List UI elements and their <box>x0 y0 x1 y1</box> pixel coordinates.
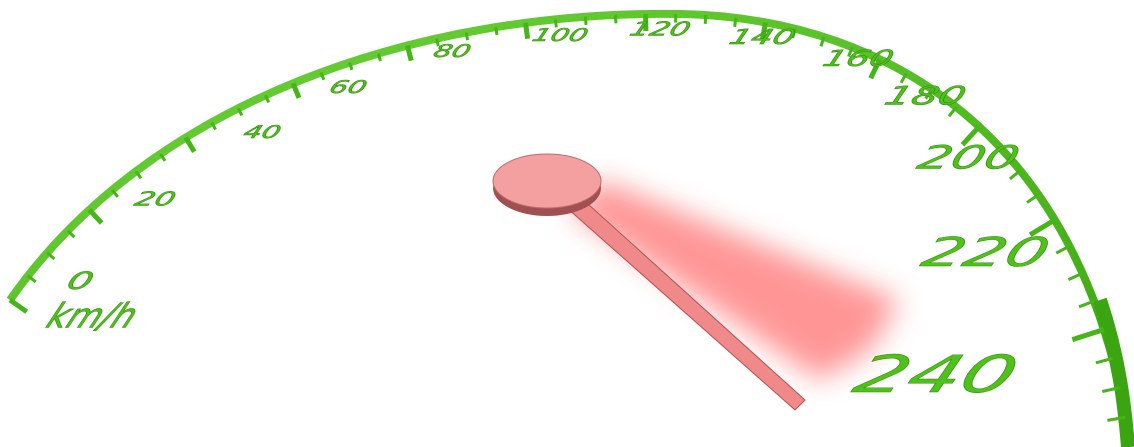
tick <box>899 72 908 84</box>
tick <box>1078 299 1095 309</box>
tick <box>1101 386 1120 393</box>
tick <box>464 32 470 41</box>
tick <box>1008 169 1022 181</box>
dial-rim-thick <box>1093 297 1134 447</box>
tick <box>290 82 302 99</box>
dial-rim <box>6 9 1134 447</box>
tick <box>110 189 119 198</box>
tick <box>87 208 104 225</box>
tick <box>523 22 531 40</box>
speed-label: 200 <box>912 140 1025 177</box>
tick <box>819 36 826 47</box>
speed-label: 240 <box>846 345 1027 405</box>
tick <box>1028 217 1057 237</box>
tick <box>960 124 981 147</box>
tick <box>990 146 1002 158</box>
tick <box>733 17 738 28</box>
tick <box>1071 327 1105 343</box>
tick <box>703 14 708 24</box>
needle-motion-blur <box>570 180 900 380</box>
speed-label: 160 <box>819 46 898 72</box>
tick <box>236 107 244 117</box>
tick <box>947 106 958 118</box>
speed-label: 60 <box>326 77 370 97</box>
speed-label: 80 <box>430 41 474 61</box>
speed-label: 180 <box>880 81 970 111</box>
tick <box>868 58 883 80</box>
tick <box>348 62 354 71</box>
tick <box>924 88 934 100</box>
tick <box>791 28 797 39</box>
tick <box>319 71 326 81</box>
tick <box>183 136 197 153</box>
speed-label: 120 <box>626 19 693 41</box>
tick <box>1095 356 1113 365</box>
tick <box>8 297 29 314</box>
tick <box>264 94 271 104</box>
tick <box>376 53 382 62</box>
speed-label: 40 <box>240 122 284 142</box>
unit-label: km/h <box>40 297 144 336</box>
tick <box>583 16 588 26</box>
tick <box>66 229 76 239</box>
tick <box>553 19 558 28</box>
tick <box>46 251 56 261</box>
needle-pivot <box>492 153 602 209</box>
tick <box>1067 271 1084 281</box>
tick <box>27 274 37 284</box>
speed-label: 20 <box>131 189 179 211</box>
tick <box>847 46 854 58</box>
tick <box>1055 244 1071 255</box>
tick <box>134 170 143 180</box>
tick-marks <box>8 13 1126 422</box>
tick <box>404 44 414 62</box>
speed-label: 140 <box>726 24 799 49</box>
tick <box>210 121 217 131</box>
tick <box>1026 193 1040 204</box>
tick <box>494 26 499 36</box>
tick <box>1107 415 1126 422</box>
tick <box>759 21 769 42</box>
tick <box>435 38 440 47</box>
speed-label: 220 <box>916 229 1057 276</box>
speed-label: 100 <box>529 25 591 45</box>
tick <box>159 153 167 162</box>
